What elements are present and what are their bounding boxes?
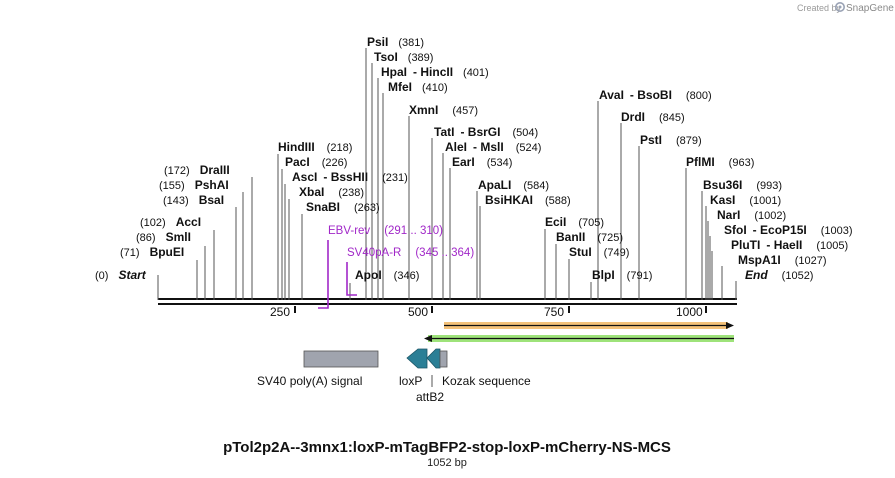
primer-sv40pa-r-marker <box>346 262 357 296</box>
site-hindiii: HindIII (218) <box>278 140 352 154</box>
feature-sv40-polya-box <box>303 350 379 368</box>
primer-sv40pa-r-label: SV40pA-R (345 .. 364) <box>347 247 474 259</box>
ruler-label-500: 500 <box>408 305 428 319</box>
site-alei-msli: AleI - MslI (524) <box>445 140 541 154</box>
backbone <box>158 298 737 305</box>
site-apali: ApaLI (584) <box>478 178 549 192</box>
site-end: End (1052) <box>745 268 813 282</box>
snapgene-brand: SnapGene <box>846 3 894 14</box>
site-eari: EarI (534) <box>452 155 512 169</box>
site-acci: (102) AccI <box>140 215 201 229</box>
ruler-label-250: 250 <box>270 305 290 319</box>
feature-sv40-polya-label: SV40 poly(A) signal <box>257 374 362 388</box>
site-bsu36i: Bsu36I (993) <box>703 178 782 192</box>
feature-attb2-label: attB2 <box>416 390 444 404</box>
feature-kozak-box <box>439 350 448 368</box>
site-smli: (86) SmlI <box>136 230 191 244</box>
orf-forward-arrow <box>444 322 734 329</box>
site-ecii: EciI (705) <box>545 215 604 229</box>
site-tati-bsrgi: TatI - BsrGI (504) <box>434 125 538 139</box>
site-snabi: SnaBI (263) <box>306 200 380 214</box>
site-mspa1i: MspA1I (1027) <box>738 253 826 267</box>
created-by-label: Created by <box>797 3 842 13</box>
site-asci-bsshii: AscI - BssHII (231) <box>292 170 408 184</box>
site-pflmi: PflMI (963) <box>686 155 754 169</box>
cut-site-lines <box>157 48 737 300</box>
site-avai-bsobi: AvaI - BsoBI (800) <box>599 88 712 102</box>
feature-attb2-arrow <box>426 348 441 369</box>
site-hpai-hincii: HpaI - HincII (401) <box>381 65 489 79</box>
site-psii: PsiI (381) <box>367 35 424 49</box>
ruler-label-1000: 1000 <box>676 305 703 319</box>
primer-ebv-rev-label: EBV-rev (291 .. 310) <box>328 225 443 237</box>
snapgene-logo-icon <box>834 2 845 12</box>
site-bsai: (143) BsaI <box>163 193 224 207</box>
site-stui: StuI (749) <box>569 245 629 259</box>
ruler-ticks <box>294 306 707 313</box>
map-length: 1052 bp <box>427 457 467 469</box>
site-start: (0) Start <box>95 268 147 282</box>
site-kasi: KasI (1001) <box>710 193 781 207</box>
site-xmni: XmnI (457) <box>409 103 478 117</box>
site-drdi: DrdI (845) <box>621 110 685 124</box>
site-pshai: (155) PshAI <box>159 178 229 192</box>
site-banii: BanII (725) <box>556 230 623 244</box>
orf-reverse-arrow <box>424 335 734 342</box>
site-apoi: ApoI (346) <box>355 268 419 282</box>
site-sfoi-ecop15i: SfoI - EcoP15I (1003) <box>724 223 853 237</box>
site-tsoi: TsoI (389) <box>374 50 433 64</box>
site-pluti-haeii: PluTI - HaeII (1005) <box>731 238 848 252</box>
ruler-label-750: 750 <box>544 305 564 319</box>
feature-loxp-arrow <box>406 348 428 369</box>
primer-ebv-rev-marker <box>318 240 329 309</box>
site-draiii: (172) DraIII <box>164 163 230 177</box>
feature-kozak-label: Kozak sequence <box>442 374 531 388</box>
map-title: pTol2p2A--3mnx1:loxP-mTagBFP2-stop-loxP-… <box>223 439 671 456</box>
site-paci: PacI (226) <box>285 155 347 169</box>
site-psti: PstI (879) <box>640 133 702 147</box>
site-blpi: BlpI (791) <box>592 268 652 282</box>
site-nari: NarI (1002) <box>717 208 786 222</box>
feature-loxp-label: loxP <box>399 374 422 388</box>
site-bsihkai: BsiHKAI (588) <box>485 193 571 207</box>
site-mfei: MfeI (410) <box>388 80 448 94</box>
site-xbai: XbaI (238) <box>299 185 364 199</box>
site-bpuei: (71) BpuEI <box>120 245 184 259</box>
